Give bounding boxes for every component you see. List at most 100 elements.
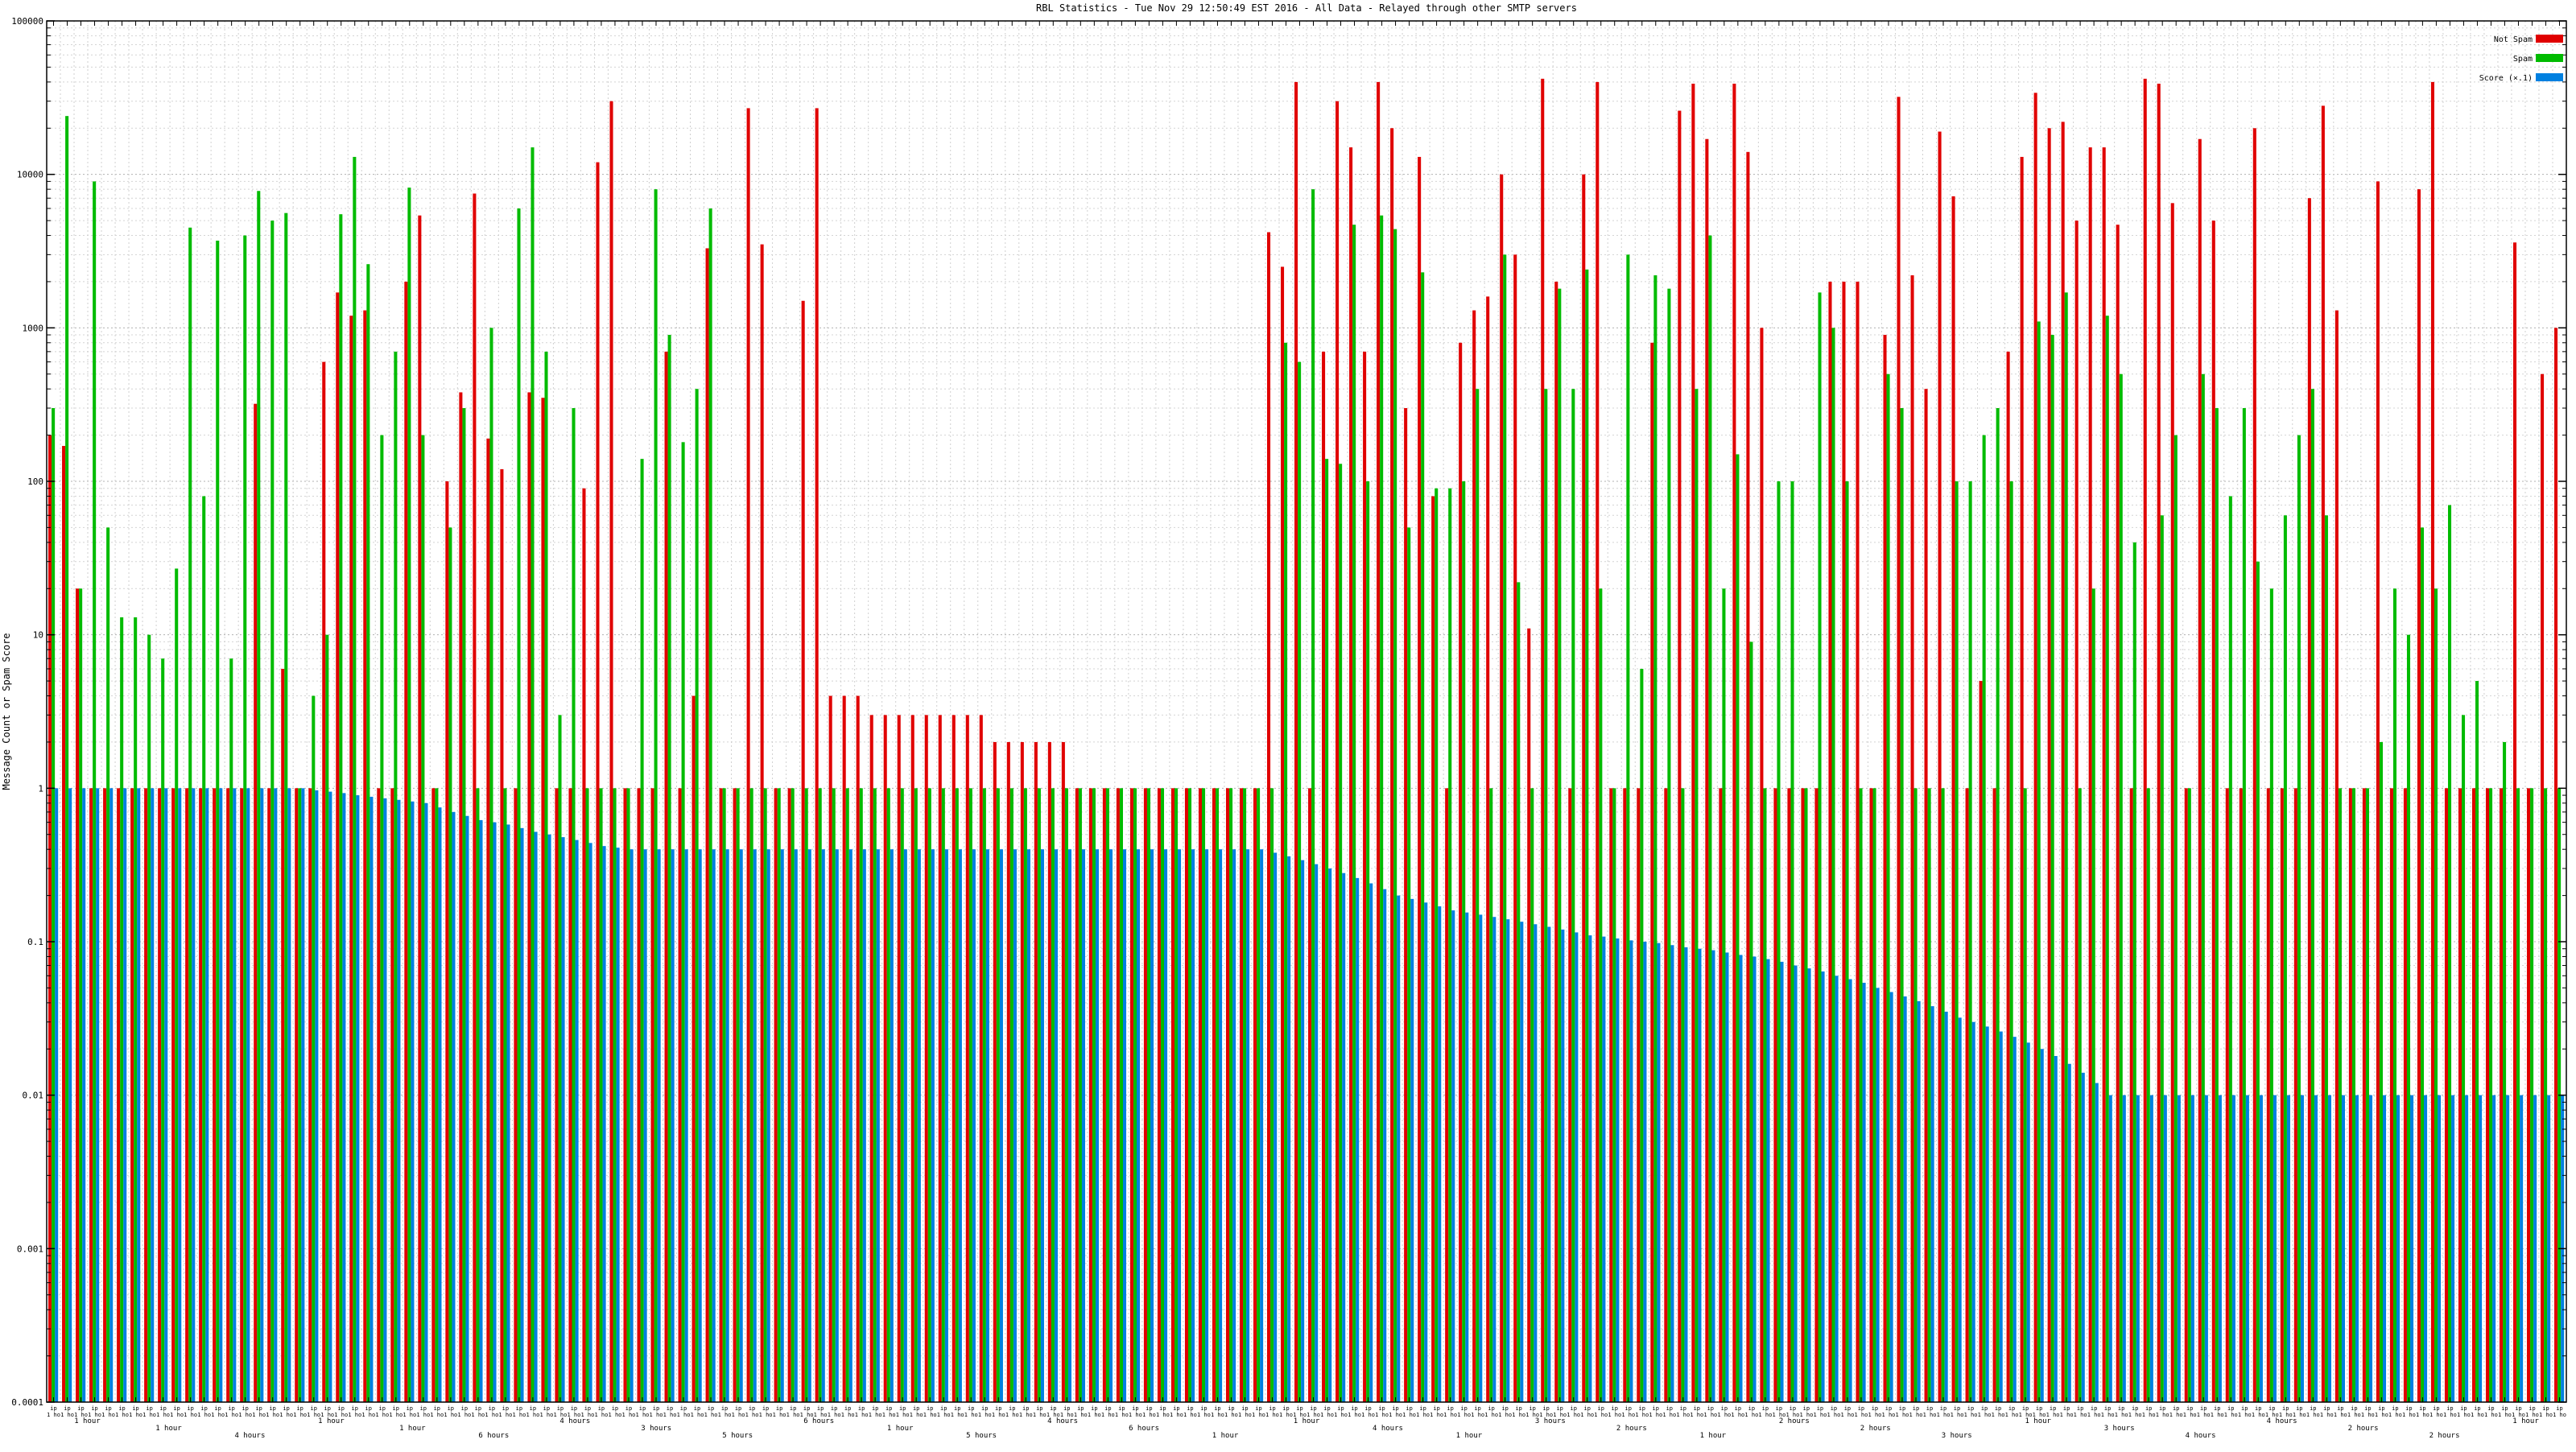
x-category-label: 1 ho bbox=[1799, 1412, 1813, 1418]
x-duration-label: 2 hours bbox=[2348, 1425, 2379, 1433]
bar-score bbox=[739, 849, 743, 1402]
bar-score bbox=[1575, 932, 1579, 1402]
x-category-label: ip bbox=[242, 1405, 248, 1412]
bar-score bbox=[1711, 950, 1715, 1402]
x-category-label: ip bbox=[91, 1405, 97, 1412]
x-category-label: 1 ho bbox=[814, 1412, 828, 1418]
x-category-label: 1 ho bbox=[1265, 1412, 1279, 1418]
bar-score bbox=[1629, 940, 1633, 1402]
x-category-label: 1 ho bbox=[88, 1412, 101, 1418]
bar-score bbox=[944, 849, 948, 1402]
bar-not-spam bbox=[240, 788, 244, 1402]
x-category-label: 1 ho bbox=[1033, 1412, 1046, 1418]
bar-score bbox=[328, 791, 332, 1402]
x-category-label: ip bbox=[817, 1405, 824, 1412]
bar-not-spam bbox=[2376, 181, 2380, 1402]
bar-not-spam bbox=[1445, 788, 1449, 1402]
x-category-label: ip bbox=[2145, 1405, 2152, 1412]
bar-spam bbox=[1311, 189, 1315, 1403]
x-category-label: 1 ho bbox=[567, 1412, 580, 1418]
x-category-label: 1 ho bbox=[964, 1412, 978, 1418]
x-category-label: 1 ho bbox=[2019, 1412, 2033, 1418]
x-category-label: ip bbox=[872, 1405, 878, 1412]
bar-spam bbox=[1736, 454, 1740, 1402]
bar-score bbox=[2067, 1063, 2071, 1402]
bar-score bbox=[1040, 849, 1044, 1402]
legend-label: Spam bbox=[2513, 55, 2533, 64]
bar-spam bbox=[1544, 389, 1548, 1402]
bar-not-spam bbox=[281, 668, 285, 1402]
x-category-label: ip bbox=[1981, 1405, 1988, 1412]
bar-score bbox=[424, 802, 428, 1402]
x-category-label: 1 ho bbox=[1909, 1412, 1923, 1418]
x-category-label: ip bbox=[899, 1405, 906, 1412]
bar-spam bbox=[1996, 408, 2000, 1403]
x-category-label: ip bbox=[2255, 1405, 2261, 1412]
x-duration-label: 1 hour bbox=[1456, 1432, 1483, 1440]
x-category-label: ip bbox=[434, 1405, 440, 1412]
bar-spam bbox=[2091, 588, 2095, 1402]
x-category-label: ip bbox=[612, 1405, 618, 1412]
x-category-label: ip bbox=[1542, 1405, 1549, 1412]
bar-spam bbox=[544, 351, 548, 1403]
x-category-label: 1 ho bbox=[1279, 1412, 1293, 1418]
bar-spam bbox=[1708, 235, 1712, 1403]
bar-spam bbox=[763, 788, 767, 1402]
bar-not-spam bbox=[2444, 788, 2448, 1402]
bar-spam bbox=[1695, 389, 1699, 1402]
x-category-label: 1 ho bbox=[1813, 1412, 1827, 1418]
bar-not-spam bbox=[500, 468, 504, 1402]
bar-score bbox=[1999, 1031, 2003, 1402]
x-category-label: ip bbox=[1639, 1405, 1645, 1412]
bar-score bbox=[753, 849, 757, 1402]
bar-score bbox=[123, 788, 127, 1402]
bar-not-spam bbox=[2403, 788, 2407, 1402]
x-duration-label: 4 hours bbox=[559, 1417, 590, 1425]
bar-not-spam bbox=[1486, 296, 1490, 1403]
bar-not-spam bbox=[1294, 81, 1298, 1402]
x-category-label: 1 ho bbox=[1978, 1412, 1992, 1418]
bar-spam bbox=[886, 788, 890, 1402]
bar-spam bbox=[804, 788, 808, 1402]
x-category-label: ip bbox=[1241, 1405, 1248, 1412]
bar-score bbox=[2081, 1072, 2085, 1402]
x-category-label: 1 ho bbox=[498, 1412, 512, 1418]
bar-spam bbox=[1298, 361, 1302, 1402]
x-category-label: 1 ho bbox=[361, 1412, 375, 1418]
bar-spam bbox=[1941, 788, 1945, 1402]
x-category-label: 1 ho bbox=[1019, 1412, 1033, 1418]
x-category-label: ip bbox=[502, 1405, 509, 1412]
bar-spam bbox=[1859, 788, 1863, 1402]
bar-spam bbox=[188, 227, 192, 1402]
bar-score bbox=[1520, 922, 1524, 1402]
bar-score bbox=[1205, 849, 1209, 1402]
bar-not-spam bbox=[1143, 788, 1147, 1402]
bar-score bbox=[534, 831, 538, 1402]
bar-spam bbox=[1229, 788, 1233, 1402]
bar-spam bbox=[2379, 741, 2383, 1402]
bar-spam bbox=[1421, 272, 1425, 1402]
bar-spam bbox=[1476, 389, 1480, 1402]
bar-spam bbox=[2146, 788, 2150, 1402]
bar-spam bbox=[1339, 464, 1343, 1402]
bar-spam bbox=[1790, 481, 1794, 1402]
x-category-label: ip bbox=[680, 1405, 687, 1412]
bar-spam bbox=[927, 788, 931, 1402]
bar-score bbox=[1643, 942, 1647, 1402]
bar-not-spam bbox=[404, 281, 408, 1402]
x-category-label: ip bbox=[639, 1405, 646, 1412]
bar-spam bbox=[229, 658, 233, 1402]
bar-not-spam bbox=[1746, 151, 1750, 1402]
bar-spam bbox=[736, 788, 740, 1402]
bar-spam bbox=[2489, 788, 2493, 1402]
bar-spam bbox=[2105, 316, 2109, 1403]
x-category-label: 1 ho bbox=[1553, 1412, 1567, 1418]
x-category-label: ip bbox=[1433, 1405, 1439, 1412]
bar-spam bbox=[1558, 288, 1562, 1402]
bar-score bbox=[260, 788, 264, 1402]
x-category-label: 1 ho bbox=[553, 1412, 567, 1418]
x-category-label: 1 ho bbox=[691, 1412, 704, 1418]
x-category-label: ip bbox=[1625, 1405, 1632, 1412]
bar-score bbox=[2054, 1055, 2058, 1402]
x-category-label: 1 ho bbox=[1457, 1412, 1471, 1418]
